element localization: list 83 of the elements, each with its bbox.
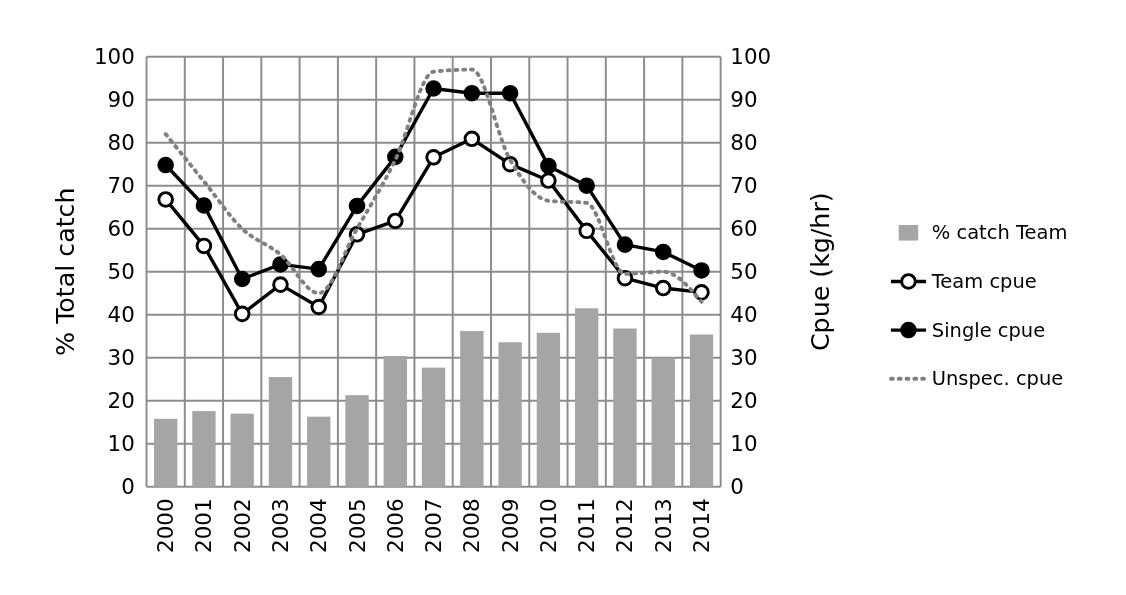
point — [157, 156, 174, 174]
x-tick-label: 2013 — [650, 498, 676, 553]
x-tick-label: 2006 — [382, 498, 408, 553]
y2-tick-label: 20 — [730, 388, 758, 414]
point — [195, 237, 213, 255]
y2-tick-label: 70 — [730, 173, 758, 199]
x-tick-label: 2011 — [574, 498, 600, 553]
x-tick-label: 2012 — [612, 498, 638, 553]
bar — [498, 342, 522, 487]
y-tick-label: 100 — [94, 44, 135, 70]
point — [616, 236, 634, 253]
point — [233, 270, 251, 288]
point — [463, 130, 481, 148]
bar — [192, 411, 216, 487]
y-tick-label: 90 — [107, 87, 135, 113]
y-tick-label: 40 — [107, 302, 135, 328]
x-tick-label: 2010 — [535, 498, 561, 553]
y-tick-label: 20 — [107, 388, 135, 414]
bar — [689, 334, 714, 487]
point — [310, 298, 328, 316]
x-tick-label: 2003 — [267, 498, 293, 553]
y2-tick-label: 90 — [730, 87, 758, 113]
point — [578, 222, 595, 240]
bar — [575, 308, 599, 487]
y2-tick-label: 0 — [730, 474, 744, 500]
point — [195, 197, 213, 214]
point — [233, 305, 251, 323]
y2-tick-label: 100 — [730, 44, 772, 70]
point — [540, 157, 557, 175]
y2-tick-label: 60 — [730, 216, 758, 242]
x-tick-label: 2008 — [459, 498, 485, 553]
point — [272, 276, 289, 293]
bar — [651, 357, 675, 487]
x-tick-label: 2004 — [306, 498, 332, 553]
bar — [383, 356, 407, 487]
point — [272, 256, 289, 273]
y-tick-label: 50 — [107, 259, 135, 285]
bar — [345, 395, 369, 487]
y-tick-label: 30 — [107, 345, 135, 371]
y-tick-label: 60 — [107, 216, 135, 242]
x-tick-label: 2007 — [421, 498, 447, 553]
y-tick-label: 0 — [121, 474, 135, 500]
point — [578, 177, 595, 194]
legend-label: Unspec. cpue — [931, 367, 1064, 391]
bar — [268, 377, 293, 487]
bar — [153, 418, 178, 487]
point — [157, 191, 174, 208]
point — [463, 84, 481, 102]
legend-label: % catch Team — [931, 221, 1068, 245]
point — [654, 279, 672, 297]
y-tick-label: 70 — [107, 173, 135, 199]
bar — [613, 328, 637, 487]
y-tick-label: 80 — [107, 130, 135, 156]
y2-axis-title: Cpue (kg/hr) — [806, 192, 836, 352]
x-tick-label: 2000 — [153, 498, 179, 553]
legend-label: Team cpue — [930, 269, 1037, 293]
point — [425, 149, 442, 166]
x-tick-label: 2001 — [191, 498, 217, 553]
bar — [230, 413, 254, 487]
point — [540, 172, 557, 189]
bar — [307, 416, 331, 487]
y2-tick-label: 40 — [730, 302, 758, 328]
point — [425, 80, 442, 97]
point — [501, 84, 519, 102]
y-tick-label: 10 — [107, 431, 135, 457]
point — [348, 197, 366, 215]
x-tick-label: 2002 — [229, 498, 255, 553]
point — [654, 243, 672, 261]
x-tick-label: 2014 — [689, 498, 715, 553]
y2-tick-label: 50 — [730, 259, 758, 285]
y2-tick-label: 10 — [730, 431, 758, 457]
y2-tick-label: 30 — [730, 345, 758, 371]
bar — [536, 332, 561, 487]
y-axis-title: % Total catch — [51, 187, 81, 356]
point — [693, 262, 710, 279]
legend-label: Single cpue — [931, 318, 1046, 342]
bar — [460, 331, 484, 487]
x-tick-label: 2005 — [344, 498, 370, 553]
y2-tick-label: 80 — [730, 130, 758, 156]
bar — [421, 367, 446, 487]
point — [310, 260, 328, 278]
x-tick-label: 2009 — [497, 498, 523, 553]
point — [387, 212, 404, 230]
